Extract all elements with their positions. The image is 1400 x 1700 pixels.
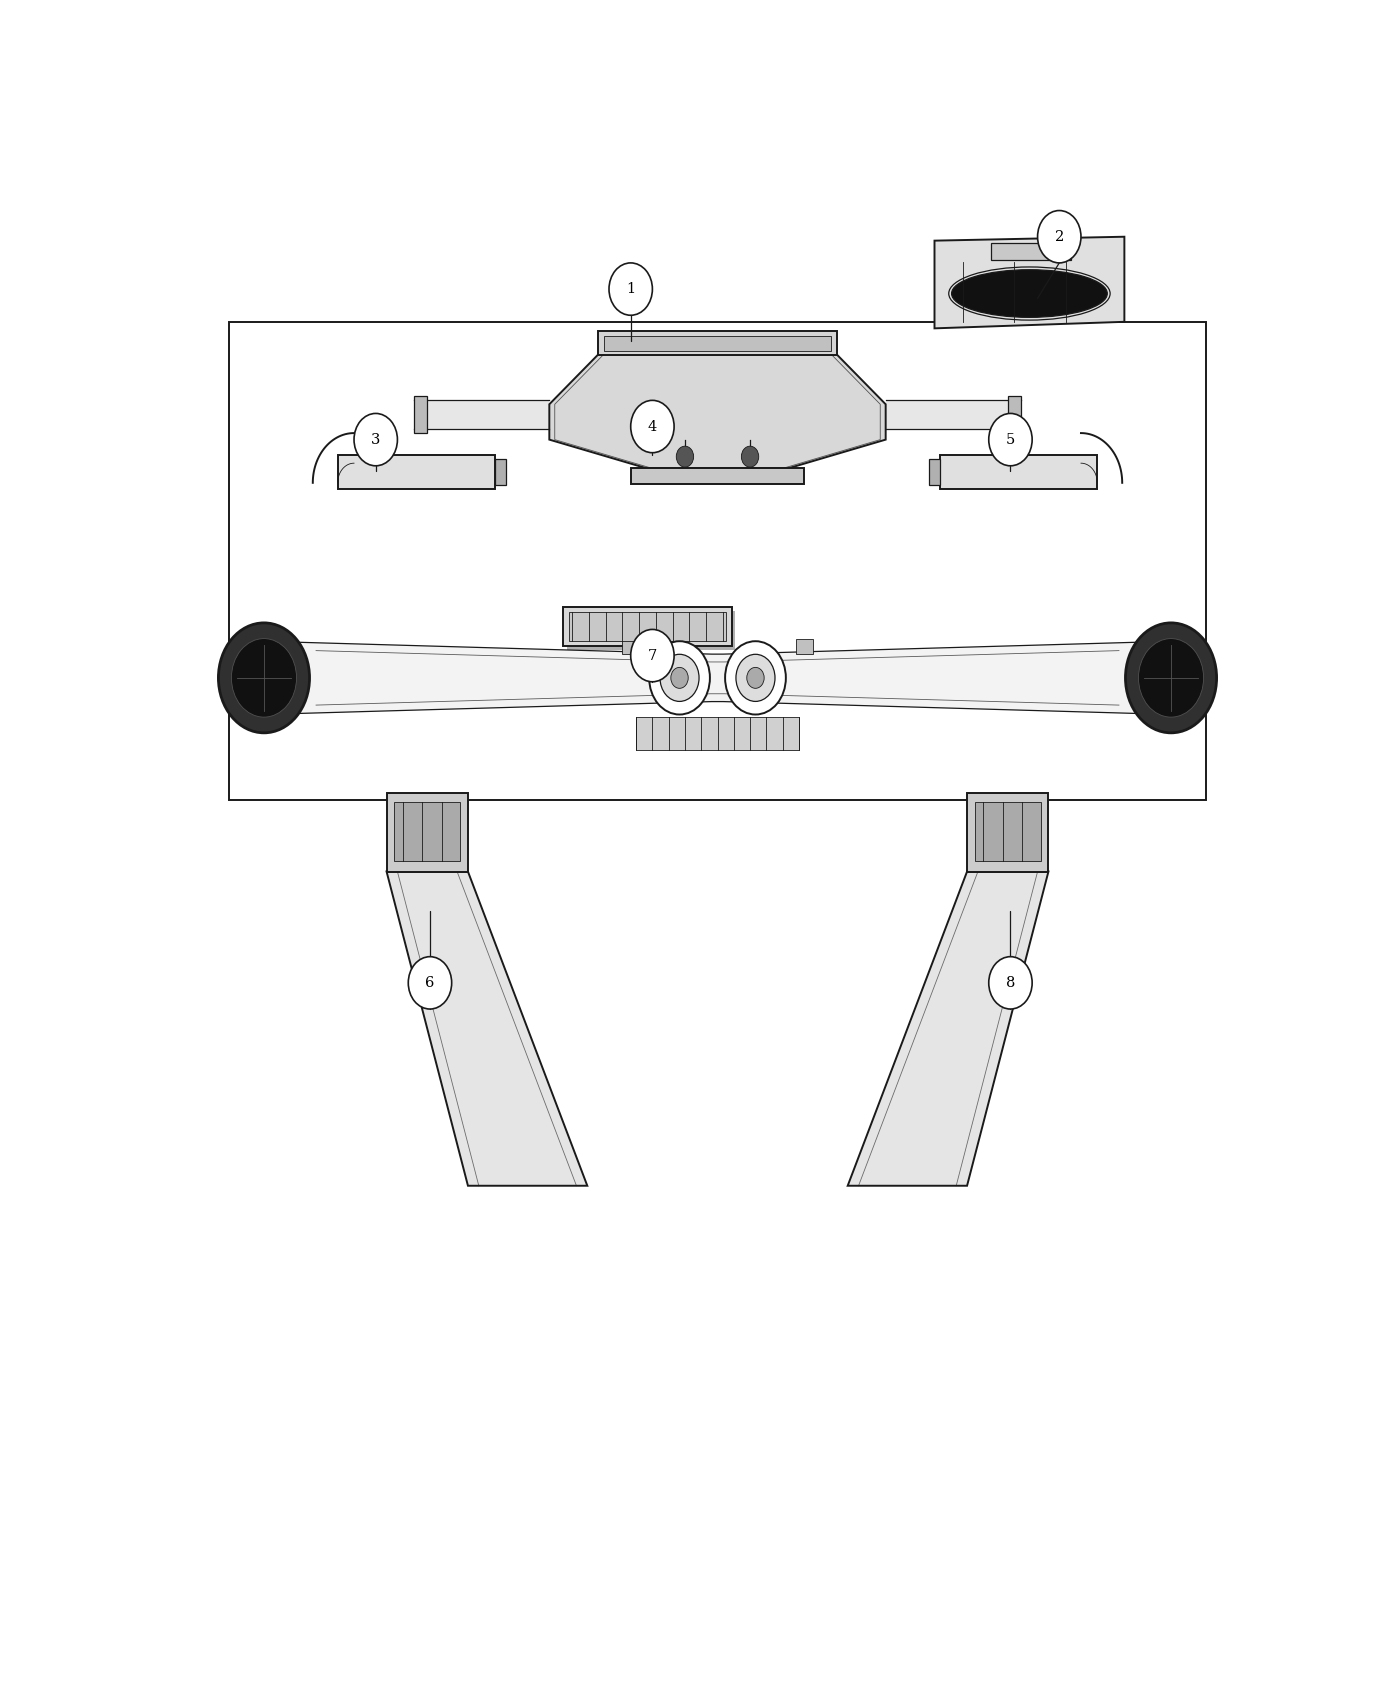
Polygon shape [935, 236, 1124, 328]
Bar [598, 332, 837, 355]
Circle shape [988, 413, 1032, 466]
Text: 3: 3 [371, 432, 381, 447]
Bar [795, 639, 813, 655]
Text: 4: 4 [648, 420, 657, 434]
Text: 6: 6 [426, 976, 434, 989]
Circle shape [671, 668, 689, 688]
Text: 2: 2 [1054, 230, 1064, 243]
Circle shape [1138, 639, 1204, 717]
Bar [496, 459, 505, 486]
Circle shape [746, 668, 764, 688]
Bar [1008, 396, 1021, 434]
Circle shape [231, 639, 297, 717]
Bar [386, 792, 468, 872]
Circle shape [725, 641, 785, 714]
Circle shape [218, 622, 309, 733]
Bar [636, 717, 799, 750]
Circle shape [676, 445, 693, 468]
Circle shape [630, 629, 675, 682]
Polygon shape [549, 355, 886, 469]
Text: 5: 5 [1005, 432, 1015, 447]
Text: 7: 7 [648, 649, 657, 663]
Polygon shape [848, 872, 1049, 1187]
Circle shape [736, 654, 776, 702]
Text: 1: 1 [626, 282, 636, 296]
Bar [622, 639, 640, 655]
Circle shape [1037, 211, 1081, 264]
Bar [991, 243, 1071, 260]
Circle shape [659, 654, 699, 702]
Circle shape [742, 445, 759, 468]
Circle shape [988, 957, 1032, 1010]
Bar [567, 610, 735, 651]
Circle shape [609, 264, 652, 314]
Bar [974, 802, 1040, 862]
Bar [568, 612, 727, 641]
Bar [603, 337, 832, 350]
Bar [413, 396, 427, 434]
Bar [395, 802, 461, 862]
Bar [630, 469, 804, 484]
Bar [939, 456, 1098, 490]
Circle shape [1126, 622, 1217, 733]
Text: 8: 8 [1005, 976, 1015, 989]
Circle shape [409, 957, 452, 1010]
Bar [967, 792, 1049, 872]
Circle shape [354, 413, 398, 466]
Bar [930, 459, 939, 486]
Circle shape [650, 641, 710, 714]
Bar [230, 321, 1205, 799]
Circle shape [630, 401, 675, 452]
Ellipse shape [952, 270, 1107, 318]
Bar [563, 607, 732, 646]
Bar [337, 456, 496, 490]
Polygon shape [386, 872, 588, 1187]
